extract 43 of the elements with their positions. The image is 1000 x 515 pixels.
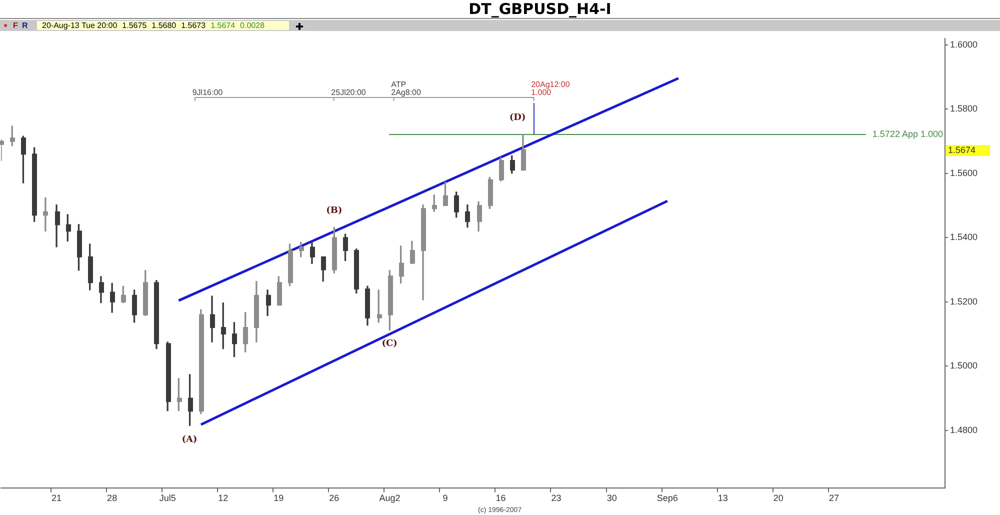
x-tick-label: 19 [274, 493, 284, 504]
x-tick-label: 30 [606, 493, 617, 504]
text: 1.5675 [122, 21, 147, 30]
x-tick-label: 26 [329, 493, 340, 504]
x-tick-label: 13 [718, 493, 728, 504]
annotation: 25Jl20:00 [331, 88, 366, 98]
x-tick-label: 28 [107, 493, 118, 504]
y-tick-label: 1.5800 [950, 104, 978, 114]
text: 20-Aug-13 Tue 20:00 [42, 21, 118, 30]
y-tick-label: 1.5200 [950, 296, 978, 306]
annotation: (A) [182, 434, 198, 445]
annotation: ATP [391, 80, 406, 90]
x-tick-label: 20 [773, 493, 784, 504]
annotation: 1.000 [531, 88, 552, 98]
text: 1.5674 [210, 21, 236, 30]
x-tick-label: 16 [496, 493, 506, 504]
annotation: 2Ag8:00 [391, 88, 421, 98]
y-tick-label: 1.5000 [950, 360, 978, 371]
x-tick-label: Jul5 [159, 493, 176, 504]
text: 0.0028 [240, 21, 265, 30]
x-tick-label: 21 [52, 493, 62, 504]
annotation: (B) [326, 206, 342, 216]
x-tick-label: Aug2 [379, 493, 400, 504]
x-tick-label: 27 [828, 493, 839, 504]
y-tick-label: 1.6000 [950, 39, 978, 50]
text: F [13, 21, 18, 30]
text: R [22, 21, 28, 30]
text: 1.5673 [181, 21, 206, 30]
annotation: (D) [509, 113, 526, 124]
ref-line-label: 1.5722 App 1.000 [872, 128, 943, 139]
x-tick-label: 23 [551, 493, 562, 504]
text: 1.5674 [946, 144, 990, 156]
x-tick-label: 12 [218, 493, 228, 504]
y-tick-label: 1.4800 [950, 424, 978, 435]
x-tick-label: Sep6 [656, 493, 678, 504]
chart-title: DT_GBPUSD_H4-I [0, 0, 1000, 19]
annotation: (C) [382, 339, 398, 350]
x-tick-label: 9 [442, 493, 448, 504]
y-tick-label: 1.5600 [950, 168, 978, 178]
annotation: 20Ag12:00 [531, 80, 570, 90]
y-tick-label: 1.5400 [950, 232, 978, 242]
annotation: 9Jl16:00 [192, 88, 223, 98]
text: 1.5680 [152, 21, 176, 30]
